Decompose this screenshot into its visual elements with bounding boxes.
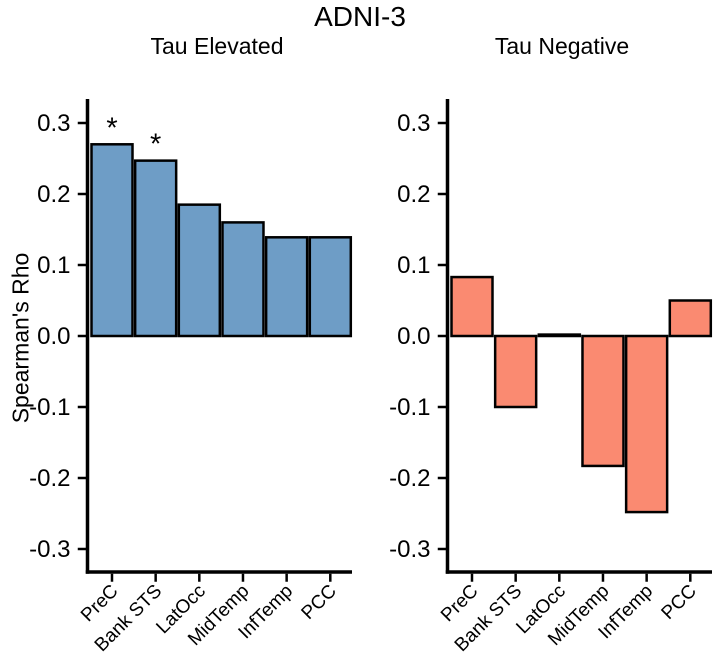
bar-pcc [668,299,713,338]
y-tick-label: -0.3 [29,536,70,563]
bar-pcc [308,236,353,338]
significance-marker: * [150,129,161,161]
bar-prec [90,143,134,338]
x-category-label: PCC [298,581,341,624]
y-tick-label: -0.1 [29,394,70,421]
y-tick-label: 0.2 [397,181,430,208]
y-tick-label: 0.3 [397,110,430,137]
significance-marker: * [106,112,117,144]
y-tick-label: 0.3 [37,110,70,137]
panel-title-tau-elevated: Tau Elevated [150,33,284,59]
y-tick-label: -0.2 [29,465,70,492]
y-tick-label: -0.2 [389,465,430,492]
y-tick-label: -0.1 [389,394,430,421]
figure-title: ADNI-3 [314,1,406,32]
bar-midtemp [221,221,265,338]
bar-midtemp [581,334,625,468]
y-tick-label: 0.0 [397,323,430,350]
bar-inftemp [264,236,309,338]
y-tick-label: 0.1 [37,252,70,279]
x-category-label: PCC [658,581,701,624]
y-tick-label: 0.0 [37,323,70,350]
bar-prec [450,275,494,338]
y-tick-label: 0.2 [37,181,70,208]
panel-title-tau-negative: Tau Negative [494,33,630,59]
bar-latocc [537,333,582,338]
panel-tau-elevated-chart: 0.30.20.10.0-0.1-0.2-0.3*PreC*Bank STSLa… [29,99,353,656]
bar-bank-sts [133,159,178,338]
y-tick-label: -0.3 [389,536,430,563]
bar-bank-sts [493,334,538,409]
bar-latocc [177,203,222,338]
y-tick-label: 0.1 [397,252,430,279]
bar-inftemp [624,334,669,514]
